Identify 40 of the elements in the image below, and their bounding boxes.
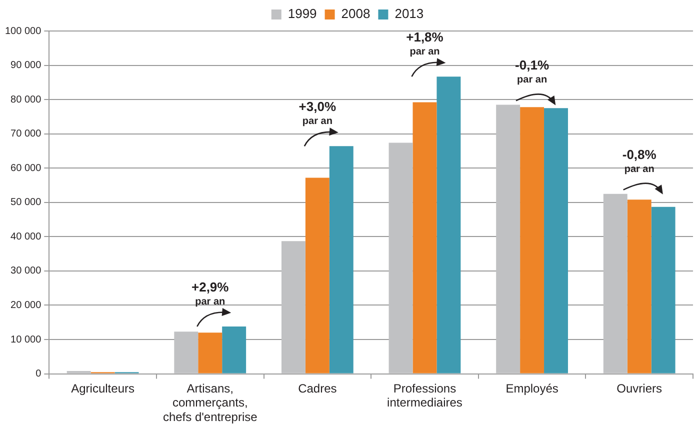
y-tick-label: 50 000: [10, 197, 42, 208]
annotation: +2,9% par an: [191, 279, 230, 308]
bar: [222, 326, 246, 374]
y-tick-label: 30 000: [10, 266, 42, 277]
x-tick-label: Professions intermediaires: [387, 381, 462, 410]
bar: [544, 108, 568, 374]
bar: [305, 178, 330, 374]
y-tick-label: 40 000: [10, 231, 42, 242]
annotation: +1,8% par an: [406, 30, 444, 58]
bar: [496, 104, 520, 374]
legend-label: 1999: [288, 6, 317, 22]
y-tick-label: 70 000: [10, 128, 42, 140]
x-tick-label: Employés: [506, 381, 558, 396]
y-tick-label: 100 000: [4, 26, 42, 37]
y-tick-label: 10 000: [10, 334, 42, 346]
bar: [198, 332, 222, 374]
legend-label: 2013: [394, 6, 424, 22]
y-tick-label: 80 000: [10, 94, 42, 106]
y-tick-label: 0: [36, 368, 42, 380]
annotation: +3,0% par an: [298, 99, 336, 128]
bar: [412, 102, 437, 374]
x-tick-label: Ouvriers: [616, 381, 662, 396]
bar: [388, 142, 413, 374]
bar: [281, 241, 306, 374]
bar: [174, 332, 198, 374]
bar: [627, 200, 652, 374]
legend-label: 2008: [341, 6, 370, 22]
annotation: -0,8% par an: [622, 146, 657, 175]
y-tick-label: 60 000: [10, 162, 42, 174]
bar: [520, 107, 544, 374]
x-tick-label: Cadres: [298, 381, 337, 396]
bar: [436, 76, 461, 374]
y-tick-label: 20 000: [10, 300, 42, 311]
y-tick-label: 90 000: [10, 60, 42, 72]
annotation: -0,1% par an: [515, 58, 550, 86]
bar: [329, 146, 354, 374]
x-tick-label: Agriculteurs: [71, 381, 134, 396]
x-tick-label: Artisans, commerçants, chefs d'entreprise: [162, 381, 258, 424]
bar: [603, 194, 628, 374]
bar: [651, 206, 676, 374]
